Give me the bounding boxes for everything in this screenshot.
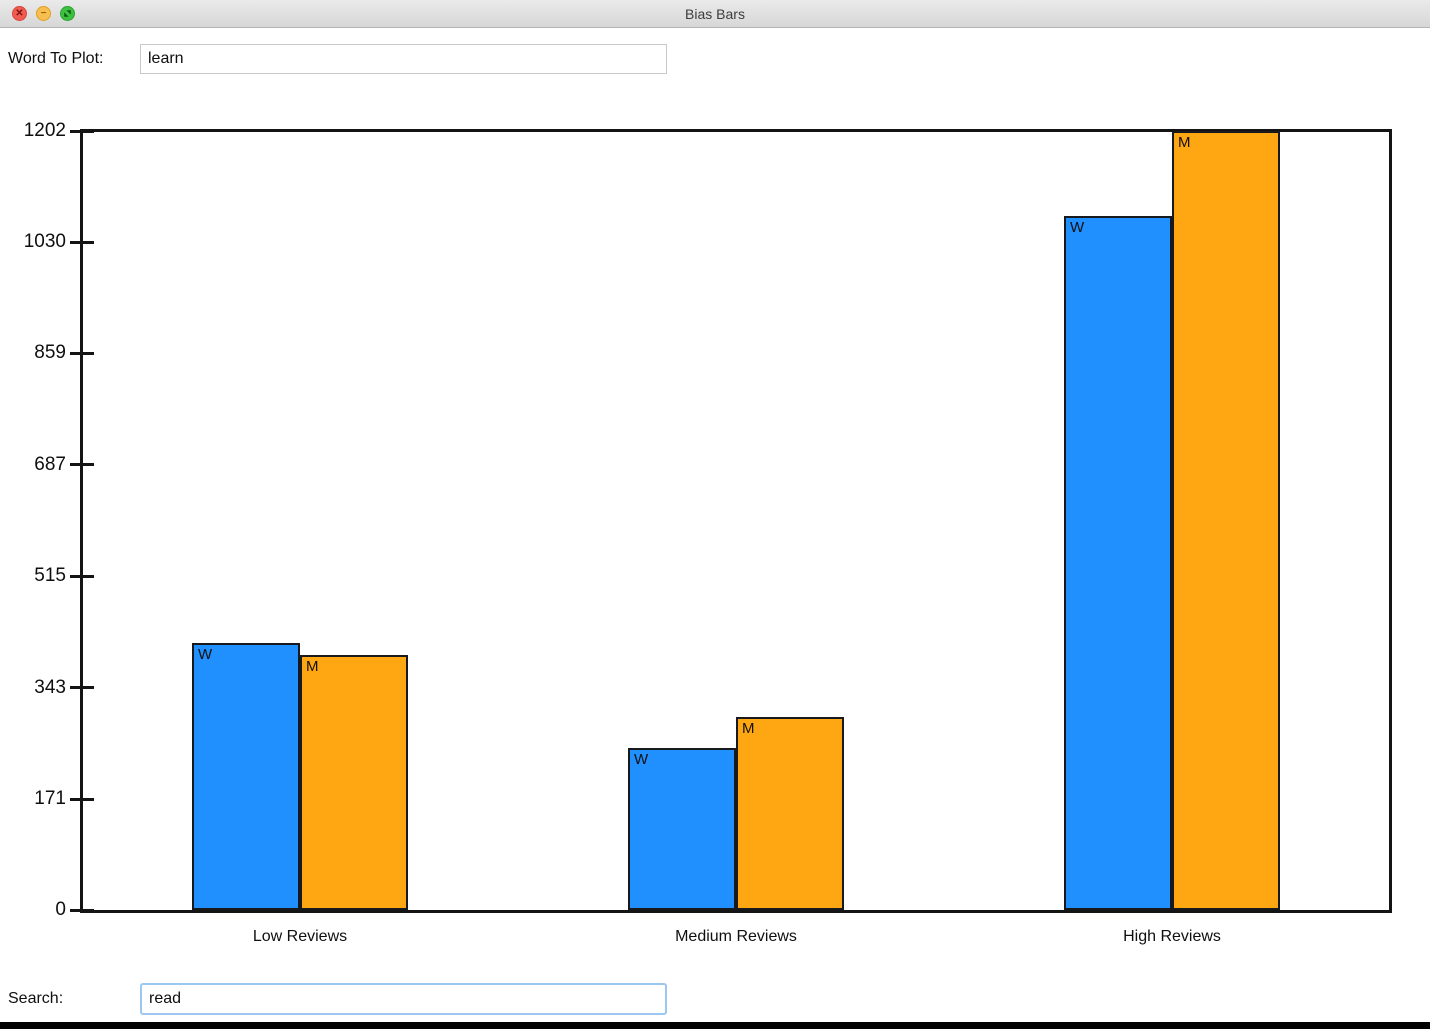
- window-title: Bias Bars: [685, 6, 745, 22]
- y-axis-tick-label: 687: [34, 453, 66, 475]
- chart-frame: [80, 129, 1392, 913]
- close-glyph: ✕: [15, 7, 24, 19]
- bar-M-low-reviews: M: [300, 655, 408, 910]
- y-axis-tick-mark: [70, 908, 94, 912]
- y-axis-tick-label: 859: [34, 342, 66, 364]
- y-axis-tick-mark: [70, 240, 94, 244]
- bar-series-label: W: [634, 750, 649, 768]
- y-axis-tick-label: 0: [55, 899, 66, 920]
- word-to-plot-label: Word To Plot:: [8, 50, 104, 67]
- x-axis-category-label: Low Reviews: [252, 928, 348, 945]
- search-input[interactable]: [140, 983, 667, 1015]
- y-axis-tick-label: 515: [34, 565, 66, 587]
- y-axis-tick-label: 343: [34, 676, 66, 698]
- bar-series-label: M: [306, 658, 319, 676]
- x-axis-category-label: Medium Reviews: [675, 928, 797, 945]
- bar-series-label: W: [1070, 218, 1085, 236]
- window-bottom-edge: [0, 1022, 1430, 1029]
- bar-M-high-reviews: M: [1172, 131, 1280, 910]
- y-axis-tick-mark: [70, 351, 94, 355]
- bar-series-label: M: [742, 719, 755, 737]
- minimize-glyph: −: [40, 7, 47, 19]
- y-axis-tick-mark: [70, 463, 94, 467]
- y-axis-tick-label: 1202: [23, 120, 66, 141]
- bar-W-medium-reviews: W: [628, 747, 736, 910]
- search-label: Search:: [8, 990, 64, 1007]
- x-axis-category-label: High Reviews: [1123, 928, 1221, 945]
- zoom-icon[interactable]: [60, 6, 75, 21]
- bar-series-label: M: [1178, 134, 1191, 151]
- bar-W-high-reviews: W: [1064, 215, 1172, 910]
- y-axis-tick-mark: [70, 574, 94, 578]
- y-axis-tick-mark: [70, 686, 94, 690]
- y-axis-tick-label: 171: [34, 788, 66, 810]
- y-axis-tick-mark: [70, 129, 94, 133]
- fullscreen-glyph: [64, 10, 71, 17]
- word-to-plot-input[interactable]: [140, 44, 667, 74]
- traffic-lights: ✕ −: [12, 6, 75, 21]
- bar-W-low-reviews: W: [192, 642, 300, 910]
- bar-M-medium-reviews: M: [736, 716, 844, 910]
- minimize-icon[interactable]: −: [36, 6, 51, 21]
- y-axis-tick-mark: [70, 797, 94, 801]
- titlebar: Bias Bars ✕ −: [0, 0, 1430, 28]
- close-icon[interactable]: ✕: [12, 6, 27, 21]
- y-axis-tick-label: 1030: [23, 231, 66, 253]
- bar-series-label: W: [198, 645, 213, 663]
